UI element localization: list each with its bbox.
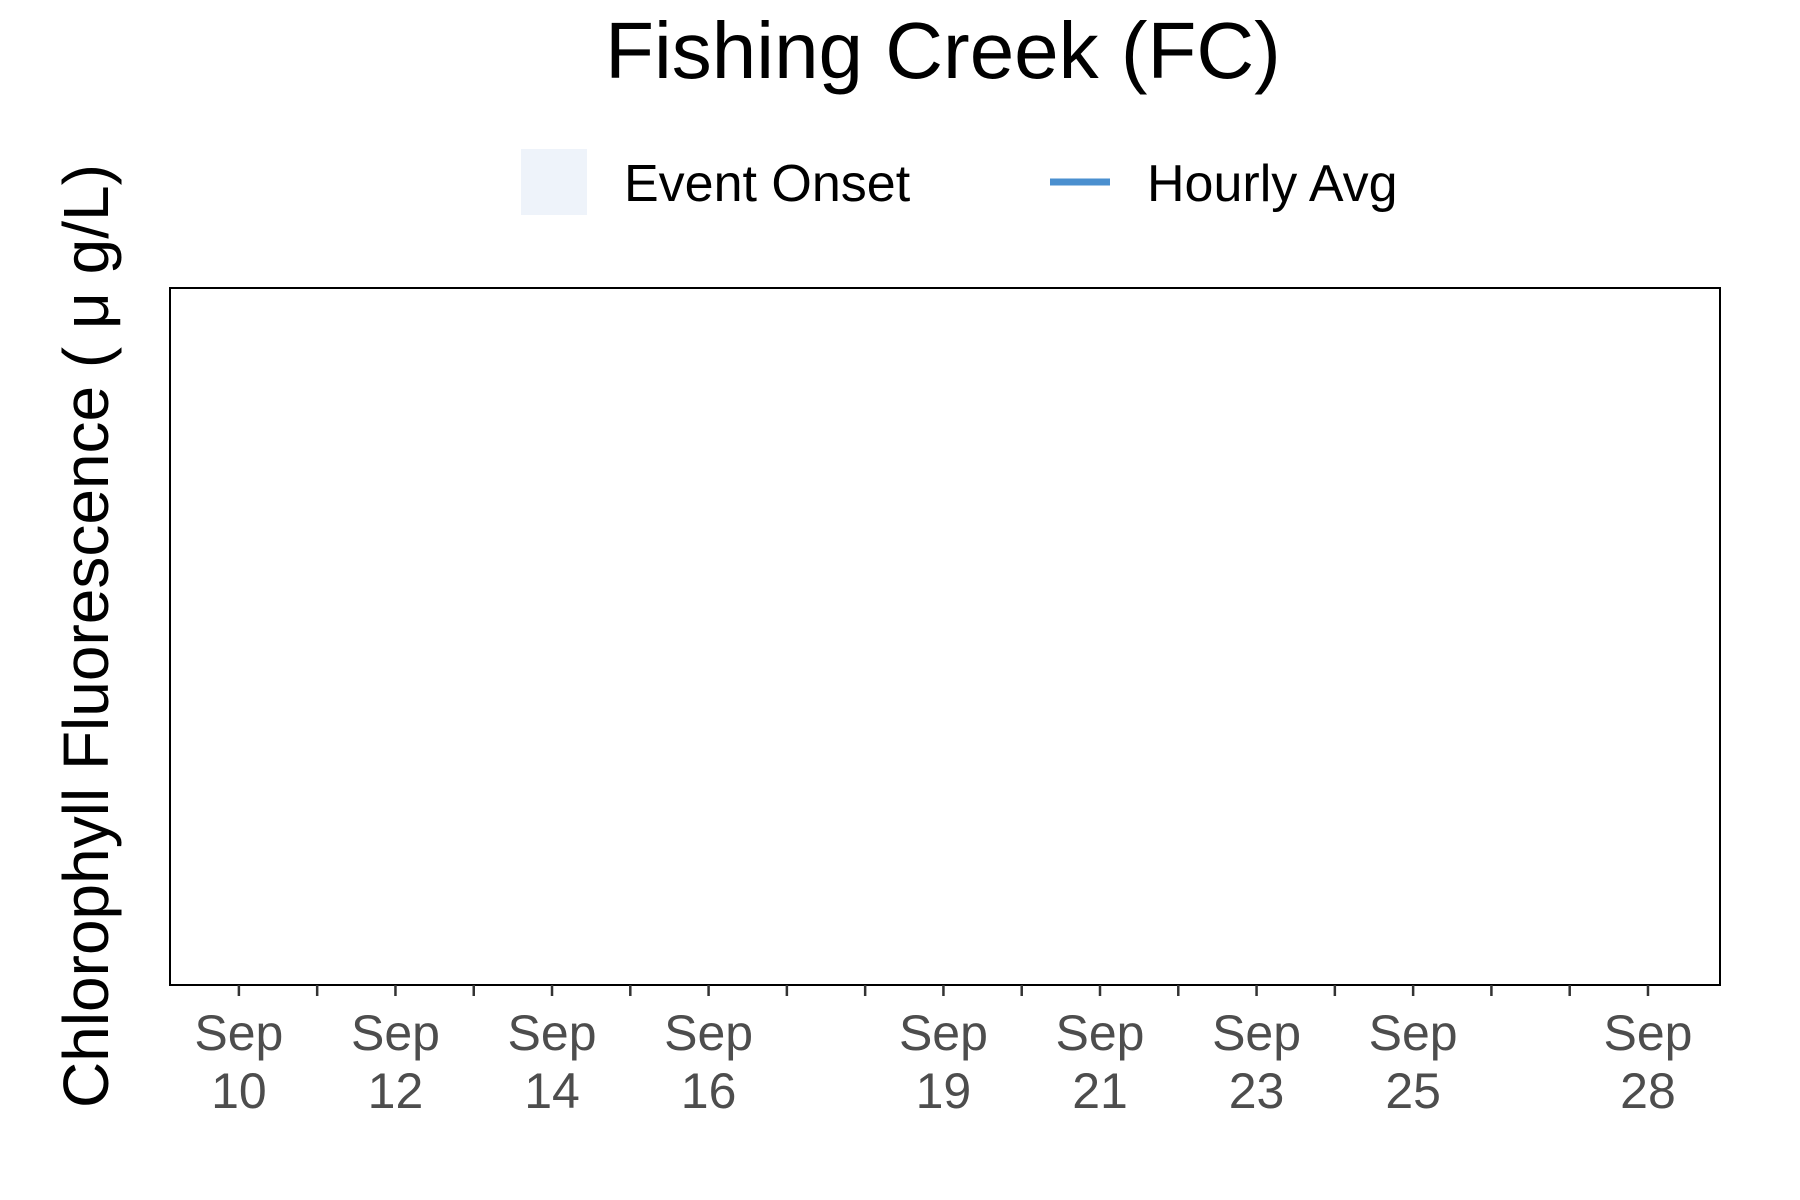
x-tick-label: Sep 25 xyxy=(1369,1005,1458,1119)
x-tick-label: Sep 28 xyxy=(1603,1005,1692,1119)
x-tick-label: Sep 16 xyxy=(664,1005,753,1119)
plot-panel xyxy=(169,287,1721,986)
x-axis: Sep 10 Sep 12 Sep 14 Sep 16 Sep 19 Sep 21 Sep 23 Sep 25… xyxy=(194,985,1692,1119)
x-tick-label: Sep 14 xyxy=(508,1005,597,1119)
x-tick-label: Sep 23 xyxy=(1212,1005,1301,1119)
x-tick-label: Sep 10 xyxy=(194,1005,283,1119)
x-tick-label: Sep 19 xyxy=(899,1005,988,1119)
legend-label-hourly-avg: Hourly Avg xyxy=(1147,155,1398,213)
legend-label-event-onset: Event Onset xyxy=(624,155,911,213)
legend-swatch-event-onset xyxy=(521,149,587,215)
y-axis-label: Chlorophyll Fluorescence ( μ g/L) xyxy=(50,164,122,1108)
x-tick-label: Sep 12 xyxy=(351,1005,440,1119)
chart-title: Fishing Creek (FC) xyxy=(605,6,1281,95)
legend: Event Onset Hourly Avg xyxy=(521,149,1398,215)
x-tick-label: Sep 21 xyxy=(1056,1005,1145,1119)
